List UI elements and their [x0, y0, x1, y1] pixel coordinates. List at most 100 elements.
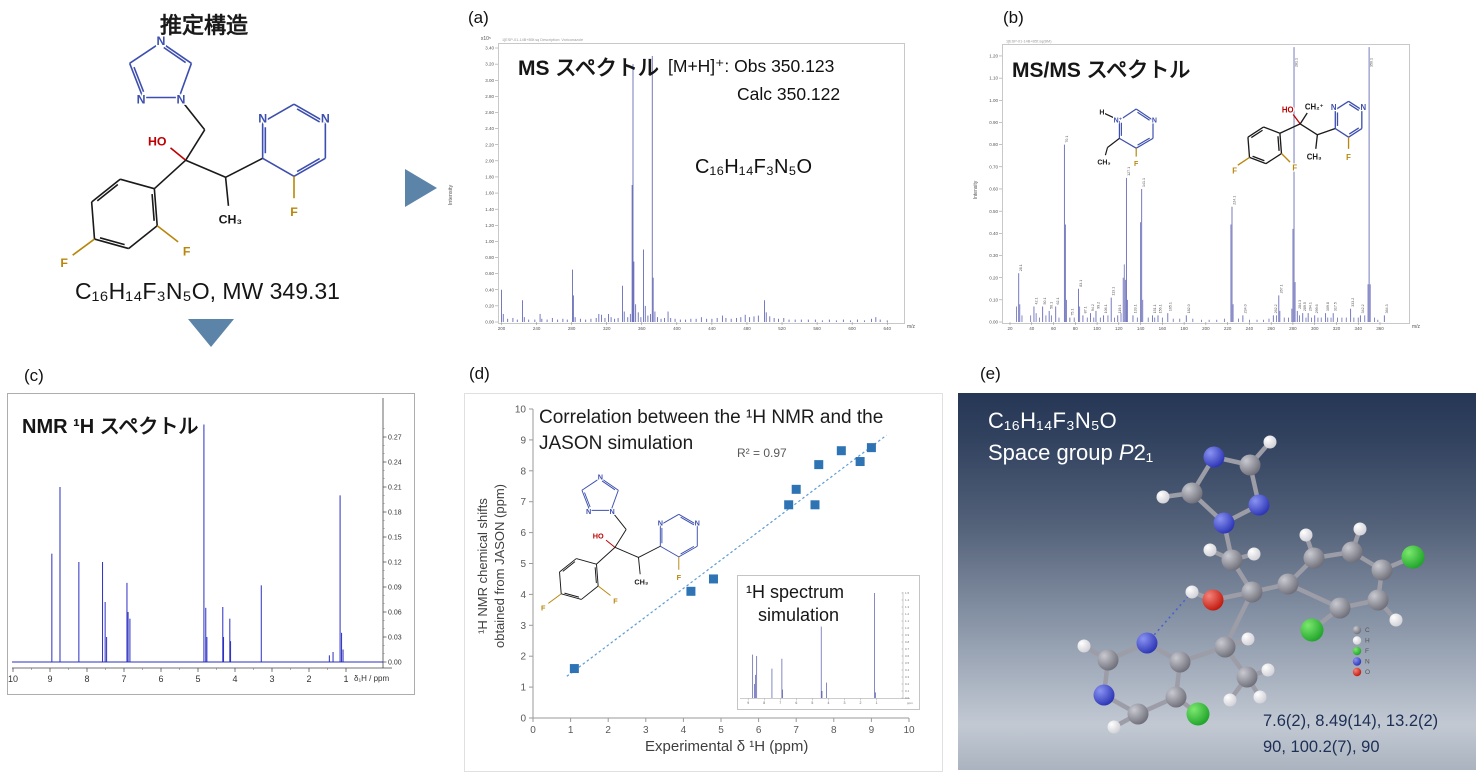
svg-text:360: 360 — [1376, 326, 1384, 331]
svg-text:1.00: 1.00 — [485, 239, 494, 244]
correlation-x-axis-label: Experimental δ ¹H (ppm) — [645, 738, 809, 755]
svg-text:N: N — [321, 112, 330, 126]
svg-text:1.00: 1.00 — [989, 98, 998, 103]
crystal-space-group: Space group P2₁ — [988, 440, 1153, 466]
svg-text:1[ESP-01-14B+B5f.sq Descript: 1[ESP-01-14B+B5f.sq Description: Voricon… — [502, 38, 583, 42]
svg-text:0.50: 0.50 — [989, 209, 998, 214]
svg-text:x10⁵: x10⁵ — [481, 36, 491, 42]
svg-text:0.00: 0.00 — [485, 320, 494, 325]
svg-text:1.10: 1.10 — [989, 76, 998, 81]
svg-text:1.20: 1.20 — [989, 54, 998, 59]
ms-calc-annotation: Calc 350.122 — [737, 84, 841, 104]
svg-text:100: 100 — [1093, 326, 1101, 331]
ms-spectrum-title: MS スペクトル — [518, 57, 659, 80]
svg-text:0.80: 0.80 — [485, 255, 494, 260]
svg-text:2.40: 2.40 — [485, 126, 494, 131]
ms-formula-annotation: C₁₆H₁₄F₃N₅O — [695, 156, 813, 178]
svg-text:240: 240 — [533, 326, 541, 331]
svg-text:280: 280 — [568, 326, 576, 331]
unit-cell-lengths: 7.6(2), 8.49(14), 13.2(2) — [1263, 712, 1439, 730]
svg-text:220: 220 — [1224, 326, 1232, 331]
panel-a-label: (a) — [468, 8, 489, 27]
crystal-formula: C₁₆H₁₄F₃N₅O — [988, 408, 1117, 433]
svg-text:0.40: 0.40 — [485, 287, 494, 292]
svg-text:F: F — [60, 256, 68, 270]
correlation-title-line1: Correlation between the ¹H NMR and the — [539, 407, 884, 428]
inset-title: ¹H spectrum simulation — [746, 581, 844, 627]
svg-text:m/z: m/z — [907, 324, 916, 330]
space-group-symbol: P — [1118, 440, 1134, 465]
svg-text:0.70: 0.70 — [989, 164, 998, 169]
svg-text:F: F — [183, 245, 191, 259]
svg-text:2.20: 2.20 — [485, 142, 494, 147]
svg-text:260: 260 — [1267, 326, 1275, 331]
svg-text:320: 320 — [1333, 326, 1341, 331]
correlation-title-line2: JASON simulation — [539, 433, 694, 454]
svg-text:0.90: 0.90 — [989, 120, 998, 125]
space-group-prefix: Space group — [988, 440, 1119, 465]
svg-text:560: 560 — [813, 326, 821, 331]
svg-text:0.20: 0.20 — [485, 303, 494, 308]
svg-text:80: 80 — [1073, 326, 1079, 331]
inset-title-line2: simulation — [758, 605, 840, 625]
panel-c-label: (c) — [24, 366, 44, 385]
svg-text:600: 600 — [848, 326, 856, 331]
estimated-structure-title: 推定構造 — [160, 13, 249, 38]
svg-text:2.00: 2.00 — [485, 158, 494, 163]
svg-text:m/z: m/z — [1412, 324, 1421, 330]
svg-text:0.00: 0.00 — [989, 320, 998, 325]
svg-text:Intensity: Intensity — [973, 180, 979, 199]
svg-text:0.10: 0.10 — [989, 297, 998, 302]
svg-text:1[ESP-01-14B+B5f.sq(BM): 1[ESP-01-14B+B5f.sq(BM) — [1006, 40, 1052, 44]
svg-text:F: F — [290, 205, 298, 219]
panel-b-msms-plot-box — [1002, 44, 1410, 324]
svg-text:0.40: 0.40 — [989, 231, 998, 236]
svg-text:1.80: 1.80 — [485, 175, 494, 180]
panel-a-ms-plot-box — [498, 43, 905, 324]
svg-text:180: 180 — [1180, 326, 1188, 331]
msms-spectrum-title: MS/MS スペクトル — [1012, 59, 1191, 82]
svg-text:0.80: 0.80 — [989, 142, 998, 147]
svg-text:360: 360 — [638, 326, 646, 331]
svg-text:0.30: 0.30 — [989, 253, 998, 258]
svg-text:520: 520 — [778, 326, 786, 331]
svg-text:2.60: 2.60 — [485, 110, 494, 115]
svg-text:340: 340 — [1354, 326, 1362, 331]
svg-text:CH₃: CH₃ — [219, 212, 243, 226]
svg-text:60: 60 — [1051, 326, 1057, 331]
svg-text:1.60: 1.60 — [485, 191, 494, 196]
svg-text:3.00: 3.00 — [485, 78, 494, 83]
svg-text:640: 640 — [883, 326, 891, 331]
svg-text:440: 440 — [708, 326, 716, 331]
svg-text:300: 300 — [1311, 326, 1319, 331]
svg-text:480: 480 — [743, 326, 751, 331]
panel-c-nmr-plot-box — [7, 393, 415, 695]
svg-text:N: N — [137, 93, 146, 107]
svg-text:20: 20 — [1007, 326, 1013, 331]
flow-arrow-right-icon — [405, 169, 437, 207]
svg-text:40: 40 — [1029, 326, 1035, 331]
svg-text:140: 140 — [1137, 326, 1145, 331]
svg-text:0.60: 0.60 — [485, 271, 494, 276]
svg-text:N: N — [176, 93, 185, 107]
svg-text:1.40: 1.40 — [485, 207, 494, 212]
panel-e-label: (e) — [980, 364, 1001, 383]
svg-text:N: N — [258, 112, 267, 126]
svg-text:200: 200 — [1202, 326, 1210, 331]
svg-text:160: 160 — [1159, 326, 1167, 331]
correlation-y-axis-label-line1: ¹H NMR chemical shifts — [475, 498, 490, 634]
nmr-spectrum-title: NMR ¹H スペクトル — [22, 416, 199, 438]
space-group-suffix: 2₁ — [1133, 440, 1154, 465]
panel-b-label: (b) — [1003, 8, 1024, 27]
correlation-title: Correlation between the ¹H NMR and the J… — [539, 405, 883, 457]
unit-cell-angles: 90, 100.2(7), 90 — [1263, 738, 1380, 756]
svg-text:3.20: 3.20 — [485, 62, 494, 67]
inset-title-line1: ¹H spectrum — [746, 582, 845, 602]
flow-arrow-down-icon — [188, 319, 234, 347]
svg-text:240: 240 — [1246, 326, 1254, 331]
svg-text:Intensity: Intensity — [448, 185, 454, 206]
svg-text:400: 400 — [673, 326, 681, 331]
panel-d-label: (d) — [469, 364, 490, 383]
